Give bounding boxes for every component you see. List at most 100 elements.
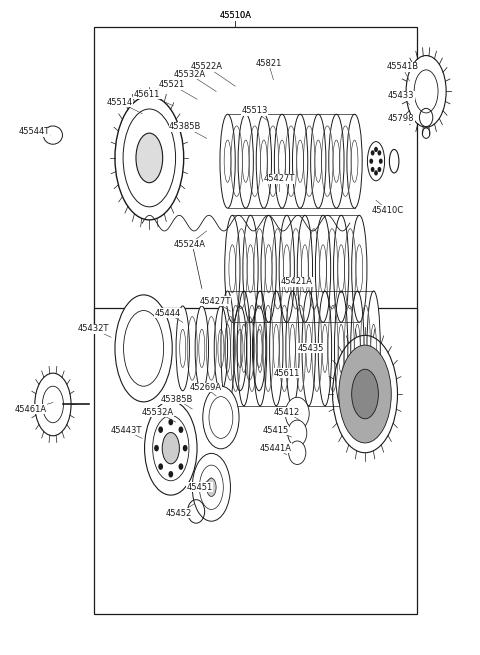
Ellipse shape (303, 122, 315, 200)
Circle shape (179, 463, 183, 470)
Circle shape (371, 167, 374, 172)
Text: 45451: 45451 (186, 483, 213, 492)
Ellipse shape (286, 291, 299, 405)
Text: 45432T: 45432T (77, 324, 108, 333)
Ellipse shape (235, 225, 248, 312)
Ellipse shape (347, 114, 362, 208)
Circle shape (377, 150, 381, 155)
Text: 45522A: 45522A (191, 62, 223, 71)
Circle shape (158, 426, 163, 433)
Circle shape (154, 445, 159, 451)
Ellipse shape (136, 133, 163, 183)
Ellipse shape (339, 345, 391, 443)
Ellipse shape (123, 109, 176, 207)
Text: 45443T: 45443T (111, 426, 142, 435)
Text: 45461A: 45461A (15, 405, 47, 413)
Text: 45433: 45433 (388, 92, 415, 100)
Ellipse shape (162, 432, 180, 464)
Ellipse shape (326, 225, 338, 312)
Text: 45532A: 45532A (142, 408, 174, 417)
Ellipse shape (252, 306, 266, 391)
Circle shape (374, 170, 378, 176)
Ellipse shape (339, 122, 352, 200)
Text: 45532A: 45532A (174, 70, 206, 79)
Circle shape (288, 420, 307, 446)
Ellipse shape (414, 70, 438, 113)
Text: 45415: 45415 (263, 426, 289, 435)
Ellipse shape (352, 215, 367, 322)
Ellipse shape (344, 301, 355, 396)
Circle shape (168, 471, 173, 477)
Text: 45421A: 45421A (280, 277, 312, 286)
Ellipse shape (318, 291, 332, 405)
Ellipse shape (279, 301, 290, 396)
Ellipse shape (203, 386, 239, 449)
Ellipse shape (352, 369, 378, 419)
Ellipse shape (351, 291, 364, 405)
Ellipse shape (153, 415, 189, 481)
Ellipse shape (256, 114, 272, 208)
Circle shape (374, 147, 378, 152)
Text: 45385B: 45385B (161, 395, 193, 403)
Ellipse shape (344, 225, 357, 312)
Ellipse shape (333, 335, 397, 453)
Ellipse shape (176, 306, 190, 391)
Circle shape (168, 419, 173, 425)
Ellipse shape (389, 149, 399, 173)
Ellipse shape (123, 310, 164, 386)
Circle shape (369, 159, 373, 164)
Ellipse shape (244, 314, 255, 383)
Text: 45269A: 45269A (190, 383, 222, 392)
Ellipse shape (206, 314, 216, 383)
Ellipse shape (115, 295, 172, 402)
Text: 45611: 45611 (134, 90, 160, 98)
Ellipse shape (360, 301, 371, 396)
Circle shape (183, 445, 188, 451)
Circle shape (371, 150, 374, 155)
Ellipse shape (246, 301, 257, 396)
Circle shape (179, 426, 183, 433)
Text: 45544T: 45544T (18, 127, 49, 136)
Ellipse shape (312, 301, 322, 396)
Circle shape (285, 398, 309, 430)
Circle shape (379, 159, 383, 164)
Ellipse shape (249, 122, 261, 200)
Circle shape (377, 167, 381, 172)
Ellipse shape (187, 314, 198, 383)
Ellipse shape (329, 114, 344, 208)
Ellipse shape (308, 225, 320, 312)
Ellipse shape (270, 291, 283, 405)
Text: 45514: 45514 (107, 98, 133, 107)
Ellipse shape (321, 122, 334, 200)
Text: 45541B: 45541B (386, 62, 418, 71)
Text: 45513: 45513 (241, 107, 267, 115)
Ellipse shape (144, 402, 197, 495)
Text: 45427T: 45427T (200, 297, 231, 306)
Ellipse shape (233, 306, 247, 391)
Ellipse shape (192, 453, 230, 521)
Ellipse shape (279, 215, 294, 322)
Ellipse shape (285, 122, 297, 200)
Circle shape (288, 441, 306, 464)
Ellipse shape (237, 291, 251, 405)
Text: 45798: 45798 (388, 114, 415, 123)
Ellipse shape (275, 114, 289, 208)
Ellipse shape (295, 301, 306, 396)
Ellipse shape (230, 301, 241, 396)
Ellipse shape (214, 306, 228, 391)
Ellipse shape (220, 114, 235, 208)
Ellipse shape (225, 215, 240, 322)
Text: 45441A: 45441A (260, 443, 292, 453)
Ellipse shape (302, 291, 315, 405)
Ellipse shape (230, 122, 243, 200)
Text: 45524A: 45524A (174, 240, 206, 248)
Text: 45821: 45821 (255, 59, 282, 68)
Ellipse shape (253, 291, 267, 405)
Text: 45444: 45444 (155, 309, 180, 318)
Ellipse shape (406, 56, 446, 127)
Ellipse shape (35, 373, 71, 436)
Text: 45611: 45611 (274, 369, 300, 378)
Text: 45427T: 45427T (264, 174, 295, 183)
Text: 45410C: 45410C (372, 206, 404, 215)
Ellipse shape (263, 301, 274, 396)
